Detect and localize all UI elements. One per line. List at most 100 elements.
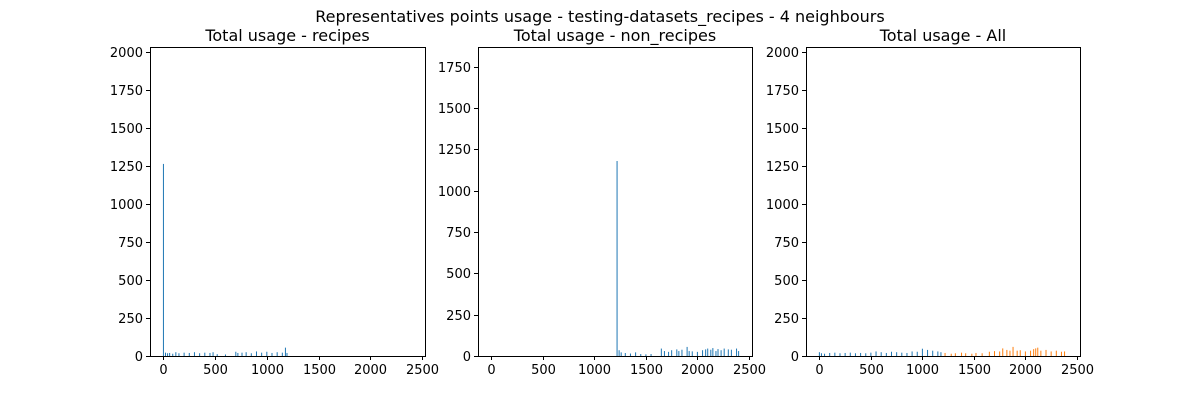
bar-0-26 <box>717 349 719 356</box>
bar-0-9 <box>193 352 195 356</box>
bar-1-24 <box>1050 351 1052 356</box>
x-tick-label: 1000 <box>251 363 284 378</box>
bar-1-16 <box>1019 350 1021 356</box>
bar-0-20 <box>250 353 252 356</box>
bar-1-4 <box>965 353 967 356</box>
bar-0-16 <box>686 346 688 356</box>
bar-0-15 <box>890 351 892 356</box>
bar-1-13 <box>1009 350 1011 356</box>
bar-0-0 <box>616 161 618 356</box>
bar-0-1 <box>618 350 620 356</box>
bar-0-5 <box>175 352 177 356</box>
x-tick-label: 1000 <box>906 363 939 378</box>
bar-1-5 <box>971 353 973 356</box>
bar-0-5 <box>839 353 841 356</box>
x-tick-label: 500 <box>531 363 556 378</box>
bar-0-4 <box>172 353 174 356</box>
bar-0-0 <box>818 352 820 356</box>
y-tick-label: 0 <box>135 350 143 365</box>
subplot-1: Total usage - non_recipes 0 500 1000 1500 200… <box>438 26 766 378</box>
x-tick-label: 2000 <box>354 363 387 378</box>
bar-0-17 <box>237 352 239 356</box>
x-tick-label: 2000 <box>1009 363 1042 378</box>
bar-0-13 <box>676 349 678 356</box>
y-tick-label: 750 <box>774 236 799 251</box>
x-tick-label: 2500 <box>406 363 439 378</box>
x-tick-label: 500 <box>859 363 884 378</box>
bar-0-26 <box>281 352 283 356</box>
bar-0-29 <box>727 349 729 356</box>
bar-0-21 <box>705 349 707 356</box>
bar-0-11 <box>870 352 872 356</box>
bar-0-7 <box>183 352 185 356</box>
y-tick-label: 1000 <box>110 198 143 213</box>
bar-0-23 <box>266 351 268 356</box>
bar-0-20 <box>916 351 918 356</box>
bar-0-23 <box>932 350 934 356</box>
bar-0-10 <box>663 351 665 356</box>
axes-frame <box>478 47 753 357</box>
bar-0-15 <box>224 354 226 356</box>
bar-0-23 <box>710 349 712 356</box>
bar-0-14 <box>216 354 218 356</box>
y-tick-label: 1750 <box>110 84 143 99</box>
x-tick-label: 0 <box>159 363 167 378</box>
bar-0-8 <box>188 352 190 356</box>
bar-0-14 <box>678 351 680 356</box>
bar-0-19 <box>245 352 247 356</box>
bar-1-6 <box>975 352 977 356</box>
bar-0-14 <box>885 352 887 356</box>
bar-0-24 <box>712 348 714 356</box>
x-tick-label: 2500 <box>733 363 766 378</box>
y-tick-label: 500 <box>118 274 143 289</box>
y-tick-label: 500 <box>774 274 799 289</box>
bar-1-2 <box>954 353 956 356</box>
x-tick-label: 1500 <box>303 363 336 378</box>
bar-0-25 <box>940 352 942 356</box>
y-tick-label: 0 <box>791 350 799 365</box>
bar-0-4 <box>629 353 631 356</box>
bar-0-19 <box>911 351 913 356</box>
y-tick-label: 1500 <box>766 122 799 137</box>
y-tick-label: 1250 <box>766 160 799 175</box>
bar-1-21 <box>1037 347 1039 356</box>
bar-0-27 <box>284 347 286 356</box>
bar-0-3 <box>829 352 831 356</box>
subplot-2: Total usage - All 0 500 1000 1500 2000 2500 0 25… <box>766 26 1094 378</box>
bar-0-3 <box>169 352 171 356</box>
bar-0-10 <box>199 353 201 356</box>
x-tick-label: 0 <box>487 363 495 378</box>
x-tick-label: 1500 <box>630 363 663 378</box>
subplot-0: Total usage - recipes 0 500 1000 1500 2000 250… <box>110 26 439 378</box>
x-tick-label: 2000 <box>681 363 714 378</box>
bar-0-16 <box>235 351 237 356</box>
bar-0-28 <box>723 348 725 356</box>
bar-0-17 <box>688 351 690 356</box>
bar-0-6 <box>178 353 180 356</box>
bar-1-9 <box>994 351 996 356</box>
axes-frame <box>150 47 426 357</box>
bar-0-30 <box>730 349 732 356</box>
bar-0-7 <box>849 352 851 356</box>
y-tick-label: 500 <box>446 267 471 282</box>
bar-1-25 <box>1055 350 1057 356</box>
bar-1-27 <box>1064 351 1066 356</box>
bar-0-32 <box>738 351 740 356</box>
y-tick-label: 2000 <box>766 46 799 61</box>
bar-1-8 <box>988 351 990 356</box>
y-tick-label: 1250 <box>438 143 471 158</box>
x-tick-label: 500 <box>203 363 228 378</box>
bar-0-4 <box>834 352 836 356</box>
bar-0-9 <box>660 348 662 356</box>
y-tick-label: 250 <box>118 312 143 327</box>
bar-0-18 <box>241 352 243 356</box>
y-tick-label: 1500 <box>110 122 143 137</box>
bar-0-19 <box>696 351 698 356</box>
bar-0-12 <box>875 351 877 356</box>
axes-frame <box>806 47 1081 357</box>
bar-0-1 <box>165 352 167 356</box>
bar-0-7 <box>645 354 647 356</box>
subplot-title: Total usage - All <box>879 26 1007 45</box>
bar-0-24 <box>271 352 273 356</box>
bar-0-12 <box>671 350 673 356</box>
